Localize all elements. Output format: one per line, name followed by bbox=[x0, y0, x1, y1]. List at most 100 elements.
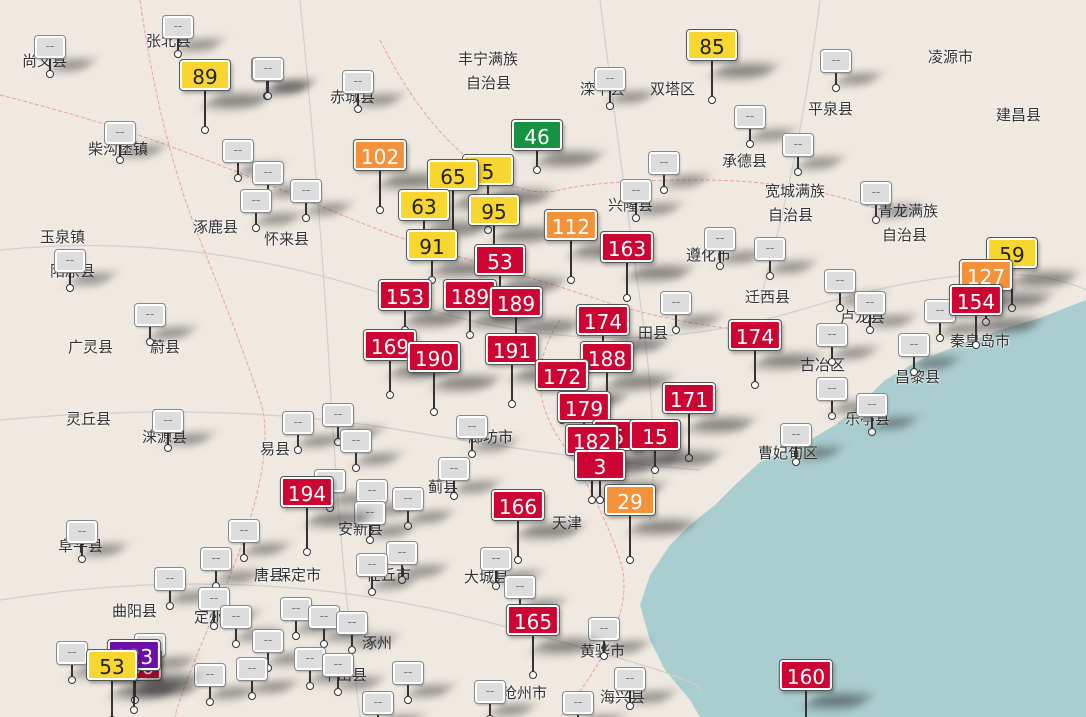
aqi-value-label: -- bbox=[817, 378, 847, 400]
marker-stem bbox=[975, 315, 977, 345]
marker-stem bbox=[711, 60, 713, 100]
marker-stem bbox=[871, 416, 873, 432]
place-label: 自治县 bbox=[466, 74, 512, 92]
marker-pin bbox=[348, 646, 356, 654]
marker-stem bbox=[835, 72, 837, 88]
marker-stem bbox=[603, 640, 605, 656]
marker-pin bbox=[46, 70, 54, 78]
place-label: 丰宁满族 bbox=[458, 50, 519, 68]
aqi-value-label: -- bbox=[705, 228, 735, 250]
marker-stem bbox=[675, 314, 677, 330]
place-label: 迁西县 bbox=[745, 288, 791, 306]
aqi-value-label: -- bbox=[857, 394, 887, 416]
aqi-value-label: -- bbox=[295, 648, 325, 670]
aqi-value-label: -- bbox=[481, 548, 511, 570]
marker-stem bbox=[471, 438, 473, 454]
marker-stem bbox=[404, 310, 406, 330]
marker-stem bbox=[831, 400, 833, 416]
marker-stem bbox=[237, 162, 239, 178]
place-label: 保定市 bbox=[276, 566, 322, 584]
marker-stem bbox=[267, 652, 269, 668]
aqi-value-label: -- bbox=[199, 588, 229, 610]
marker-pin bbox=[828, 412, 836, 420]
marker-stem bbox=[389, 360, 391, 395]
place-label: 平泉县 bbox=[808, 100, 854, 118]
marker-stem bbox=[251, 680, 253, 696]
aqi-value-label: -- bbox=[357, 554, 387, 576]
marker-stem bbox=[577, 714, 579, 717]
marker-stem bbox=[939, 322, 941, 338]
aqi-value-label: 189 bbox=[489, 287, 543, 317]
marker-stem bbox=[209, 686, 211, 702]
aqi-value-label: -- bbox=[899, 334, 929, 356]
aqi-value-label: -- bbox=[661, 292, 691, 314]
place-label: 广灵县 bbox=[68, 338, 114, 356]
marker-pin bbox=[78, 555, 86, 563]
marker-pin bbox=[130, 706, 138, 714]
aqi-value-label: 190 bbox=[407, 342, 461, 372]
marker-stem bbox=[629, 690, 631, 706]
marker-pin bbox=[302, 214, 310, 222]
marker-pin bbox=[234, 174, 242, 182]
marker-stem bbox=[635, 202, 637, 218]
marker-stem bbox=[323, 628, 325, 644]
aqi-value-label: 171 bbox=[662, 383, 716, 413]
marker-pin bbox=[936, 334, 944, 342]
marker-pin bbox=[567, 276, 575, 284]
marker-pin bbox=[596, 496, 604, 504]
marker-stem bbox=[769, 260, 771, 276]
marker-stem bbox=[49, 58, 51, 74]
aqi-value-label: -- bbox=[457, 416, 487, 438]
aqi-value-label: -- bbox=[323, 654, 353, 676]
place-label: 涿鹿县 bbox=[193, 218, 239, 236]
marker-stem bbox=[754, 350, 756, 385]
aqi-value-label: 194 bbox=[280, 477, 334, 507]
marker-stem bbox=[371, 576, 373, 592]
place-label: 建昌县 bbox=[996, 106, 1042, 124]
marker-pin bbox=[632, 214, 640, 222]
marker-pin bbox=[376, 206, 384, 214]
aqi-value-label: -- bbox=[621, 180, 651, 202]
place-label: 玉泉镇 bbox=[40, 228, 86, 246]
marker-stem bbox=[511, 364, 513, 404]
marker-stem bbox=[517, 520, 519, 560]
marker-pin bbox=[600, 652, 608, 660]
aqi-value-label: -- bbox=[341, 430, 371, 452]
aqi-value-label: -- bbox=[781, 424, 811, 446]
aqi-value-label: 189 bbox=[443, 280, 497, 310]
marker-stem bbox=[69, 272, 71, 288]
marker-stem bbox=[119, 144, 121, 160]
marker-stem bbox=[532, 635, 534, 675]
marker-pin bbox=[651, 466, 659, 474]
marker-stem bbox=[306, 507, 308, 552]
marker-stem bbox=[255, 212, 257, 228]
marker-pin bbox=[66, 284, 74, 292]
aqi-value-label: -- bbox=[323, 404, 353, 426]
marker-stem bbox=[433, 372, 435, 412]
marker-stem bbox=[213, 610, 215, 626]
aqi-value-label: 46 bbox=[512, 120, 562, 150]
marker-stem bbox=[469, 310, 471, 335]
aqi-value-label: 89 bbox=[180, 60, 230, 90]
marker-stem bbox=[267, 80, 269, 96]
aqi-value-label: 65 bbox=[428, 160, 478, 190]
marker-pin bbox=[468, 450, 476, 458]
marker-stem bbox=[913, 356, 915, 372]
aqi-value-label: -- bbox=[615, 668, 645, 690]
aqi-value-label: -- bbox=[57, 642, 87, 664]
place-label: 沧州市 bbox=[502, 684, 548, 702]
aqi-value-label: 112 bbox=[544, 210, 598, 240]
marker-stem bbox=[297, 434, 299, 450]
marker-stem bbox=[309, 670, 311, 686]
aqi-value-label: -- bbox=[241, 190, 271, 212]
marker-pin bbox=[533, 166, 541, 174]
marker-pin bbox=[354, 105, 362, 113]
marker-stem bbox=[377, 714, 379, 717]
aqi-value-label: 169 bbox=[363, 330, 417, 360]
marker-stem bbox=[797, 156, 799, 172]
place-label: 易县 bbox=[260, 440, 291, 458]
marker-pin bbox=[508, 400, 516, 408]
marker-stem bbox=[81, 543, 83, 559]
marker-pin bbox=[430, 408, 438, 416]
